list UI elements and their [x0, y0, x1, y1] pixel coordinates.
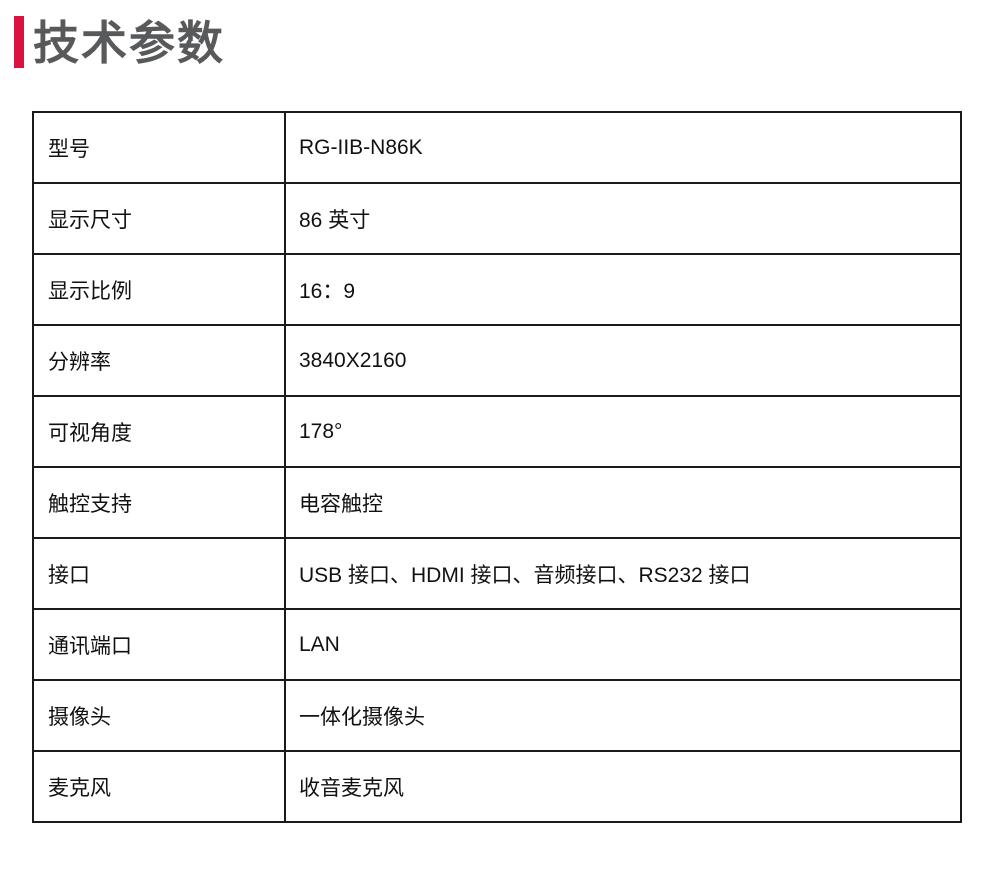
table-row: 触控支持 电容触控: [32, 466, 962, 539]
table-row: 型号 RG-IIB-N86K: [32, 111, 962, 184]
spec-value: 86 英寸: [284, 182, 962, 255]
section-header: 技术参数: [14, 16, 225, 68]
spec-table: 型号 RG-IIB-N86K 显示尺寸 86 英寸 显示比例 16：9 分辨率 …: [32, 111, 962, 823]
table-row: 接口 USB 接口、HDMI 接口、音频接口、RS232 接口: [32, 537, 962, 610]
spec-value: 178°: [284, 395, 962, 468]
spec-label: 显示比例: [32, 253, 286, 326]
spec-label: 通讯端口: [32, 608, 286, 681]
spec-label: 可视角度: [32, 395, 286, 468]
spec-value: USB 接口、HDMI 接口、音频接口、RS232 接口: [284, 537, 962, 610]
table-row: 显示比例 16：9: [32, 253, 962, 326]
spec-value: 一体化摄像头: [284, 679, 962, 752]
spec-value: 收音麦克风: [284, 750, 962, 823]
spec-label: 显示尺寸: [32, 182, 286, 255]
spec-label: 分辨率: [32, 324, 286, 397]
page-title: 技术参数: [33, 17, 225, 69]
spec-label: 接口: [32, 537, 286, 610]
spec-value: 电容触控: [284, 466, 962, 539]
table-row: 摄像头 一体化摄像头: [32, 679, 962, 752]
spec-value: RG-IIB-N86K: [284, 111, 962, 184]
table-row: 可视角度 178°: [32, 395, 962, 468]
table-row: 显示尺寸 86 英寸: [32, 182, 962, 255]
table-row: 麦克风 收音麦克风: [32, 750, 962, 823]
table-row: 分辨率 3840X2160: [32, 324, 962, 397]
spec-label: 摄像头: [32, 679, 286, 752]
title-accent-bar: [14, 16, 24, 68]
spec-label: 麦克风: [32, 750, 286, 823]
spec-label: 触控支持: [32, 466, 286, 539]
spec-value: 16：9: [284, 253, 962, 326]
table-row: 通讯端口 LAN: [32, 608, 962, 681]
spec-value: LAN: [284, 608, 962, 681]
spec-label: 型号: [32, 111, 286, 184]
spec-value: 3840X2160: [284, 324, 962, 397]
